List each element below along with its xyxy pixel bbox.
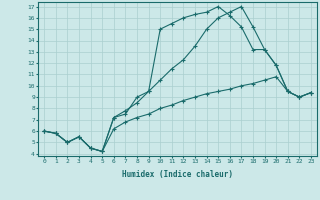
X-axis label: Humidex (Indice chaleur): Humidex (Indice chaleur)	[122, 170, 233, 179]
